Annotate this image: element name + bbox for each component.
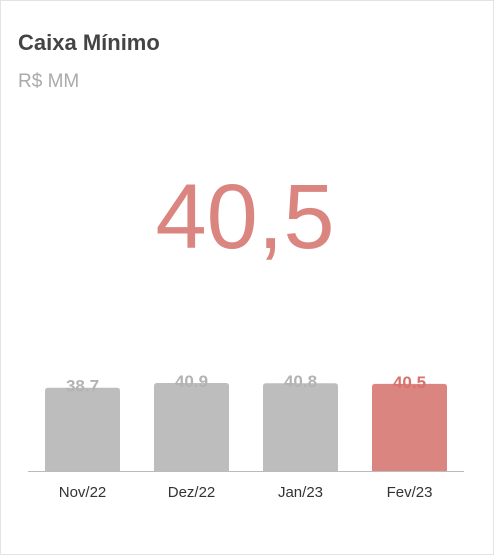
- x-tick-label: Nov/22: [59, 484, 107, 501]
- x-tick-label: Jan/23: [278, 484, 323, 501]
- x-tick-label: Dez/22: [168, 484, 216, 501]
- kpi-value: 40,5: [155, 166, 334, 268]
- x-tick-label: Fev/23: [387, 484, 433, 501]
- card-subtitle: R$ MM: [18, 71, 79, 92]
- bar: [372, 383, 447, 471]
- card-title: Caixa Mínimo: [18, 30, 160, 55]
- data-label: 40.8: [284, 372, 317, 391]
- data-label: 40.9: [175, 372, 208, 391]
- bar: [45, 387, 120, 471]
- bar: [154, 383, 229, 471]
- data-label: 38.7: [66, 377, 99, 396]
- data-label: 40.5: [393, 373, 426, 392]
- bar: [263, 383, 338, 471]
